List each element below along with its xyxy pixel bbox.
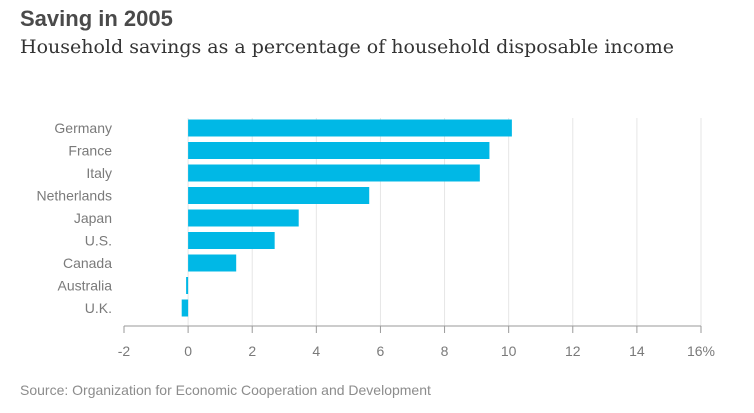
bar [188, 254, 237, 272]
category-labels: Germany France Italy Netherlands Japan U.S. Ca… [37, 120, 113, 316]
x-tick-label: 2 [248, 343, 256, 359]
category-label: Germany [54, 120, 112, 136]
bars [181, 119, 512, 317]
bar [188, 209, 299, 227]
x-tick-label: 0 [184, 343, 192, 359]
bar [188, 119, 512, 137]
bar [181, 299, 189, 317]
x-tick-label: 16% [687, 343, 715, 359]
bar [188, 232, 275, 249]
x-tick-label: 6 [377, 343, 385, 359]
category-label: U.K. [85, 300, 112, 316]
chart-subtitle: Household savings as a percentage of hou… [20, 36, 674, 58]
bar [188, 187, 370, 204]
x-tick-label: 4 [312, 343, 320, 359]
category-label: France [68, 143, 112, 159]
x-tick-label: 8 [441, 343, 449, 359]
x-tick-label: 12 [565, 343, 581, 359]
category-label: Italy [86, 165, 112, 181]
x-tick-label: -2 [118, 343, 131, 359]
category-label: Netherlands [37, 188, 113, 204]
chart-source: Source: Organization for Economic Cooper… [20, 382, 431, 398]
category-label: U.S. [85, 233, 112, 249]
x-axis: -2 0 2 4 6 8 10 12 14 16% [118, 325, 715, 359]
bar [188, 142, 490, 159]
x-tick-label: 14 [629, 343, 645, 359]
category-label: Japan [74, 210, 112, 226]
bar [188, 164, 480, 182]
category-label: Canada [63, 255, 112, 271]
category-label: Australia [58, 278, 113, 294]
bar [186, 277, 189, 294]
x-tick-label: 10 [501, 343, 517, 359]
chart-title: Saving in 2005 [20, 6, 173, 31]
